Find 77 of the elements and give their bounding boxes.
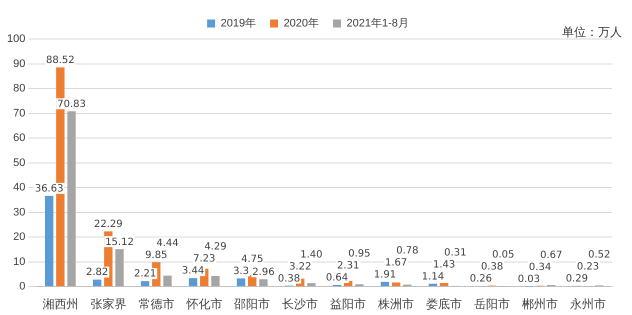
x-tick-label: 娄底市	[426, 297, 462, 312]
data-label: 4.44	[156, 238, 179, 249]
x-tick-label: 长沙市	[282, 297, 318, 312]
y-tick-label: 90	[13, 58, 26, 70]
bar	[67, 111, 76, 286]
x-tick-label: 永州市	[570, 297, 606, 312]
bar	[259, 279, 268, 286]
data-label: 0.52	[588, 249, 610, 260]
y-tick-label: 60	[13, 132, 26, 144]
data-label: 0.31	[444, 247, 466, 258]
text: 单位：万人	[562, 24, 622, 41]
data-label: 3.44	[182, 266, 204, 277]
data-label: 1.40	[300, 249, 323, 260]
data-label: 0.29	[566, 273, 588, 284]
data-label: 3.3	[233, 266, 249, 278]
x-tick-label: 株洲市	[377, 297, 414, 312]
legend-label: 2019年	[220, 18, 256, 30]
legend-label: 2021年1-8月	[346, 18, 409, 30]
x-tick-label: 岳阳市	[474, 297, 510, 312]
data-label: 1.67	[385, 257, 408, 268]
data-label: 88.52	[46, 55, 75, 66]
data-label: 1.43	[432, 259, 456, 270]
data-label: 0.03	[518, 274, 540, 286]
bar	[188, 278, 198, 286]
y-tick-label: 10	[13, 256, 26, 268]
bar	[115, 249, 124, 286]
x-tick-label: 怀化市	[185, 297, 222, 312]
data-label: 2.31	[337, 260, 360, 272]
data-label: 1.91	[374, 269, 396, 280]
data-label: 70.83	[57, 98, 86, 110]
y-tick-label: 0	[19, 280, 26, 293]
legend-label: 2020年	[284, 18, 320, 30]
x-tick-label: 常德市	[138, 297, 174, 312]
data-label: 15.12	[105, 236, 134, 248]
data-label: 0.23	[576, 261, 600, 272]
data-label: 0.38	[278, 273, 300, 284]
data-label: 0.95	[348, 248, 370, 260]
data-label: 0.26	[470, 274, 492, 285]
x-tick-label: 张家界	[90, 297, 126, 312]
x-tick-label: 邵阳市	[234, 297, 270, 312]
y-tick-label: 20	[13, 231, 26, 244]
data-label: 36.63	[34, 184, 64, 194]
x-tick-label: 湘西州	[42, 297, 78, 312]
data-label: 4.29	[204, 242, 227, 253]
bar	[140, 281, 150, 286]
data-label: 0.34	[528, 262, 552, 274]
data-label: 0.05	[492, 250, 514, 261]
bar	[92, 280, 102, 286]
x-tick-label: 郴州市	[522, 297, 558, 312]
bar	[307, 283, 316, 286]
bar	[236, 278, 246, 286]
y-tick-label: 40	[13, 182, 26, 194]
y-tick-label: 100	[6, 33, 26, 46]
bar	[163, 276, 172, 286]
data-label: 0.78	[396, 245, 418, 256]
bar	[392, 282, 400, 286]
bar	[211, 276, 220, 286]
data-label: 2.82	[86, 267, 108, 278]
data-label: 2.21	[134, 268, 156, 280]
y-tick-label: 50	[13, 156, 26, 169]
data-label: 0.38	[480, 262, 504, 273]
bar	[380, 282, 390, 286]
data-label: 3.22	[289, 261, 312, 272]
data-label: 7.23	[193, 254, 216, 265]
data-label: 0.67	[540, 250, 562, 262]
data-label: 9.85	[145, 250, 168, 261]
x-tick-label: 益阳市	[330, 297, 366, 312]
y-tick-label: 70	[13, 107, 26, 120]
bar	[440, 283, 448, 286]
data-label: 22.29	[94, 219, 123, 230]
data-label: 0.64	[326, 272, 348, 284]
y-tick-label: 30	[13, 206, 26, 218]
data-label: 4.75	[241, 254, 264, 266]
y-tick-label: 80	[13, 82, 26, 95]
data-label: 2.96	[252, 266, 275, 278]
data-label: 1.14	[422, 271, 444, 282]
bar	[44, 196, 54, 286]
